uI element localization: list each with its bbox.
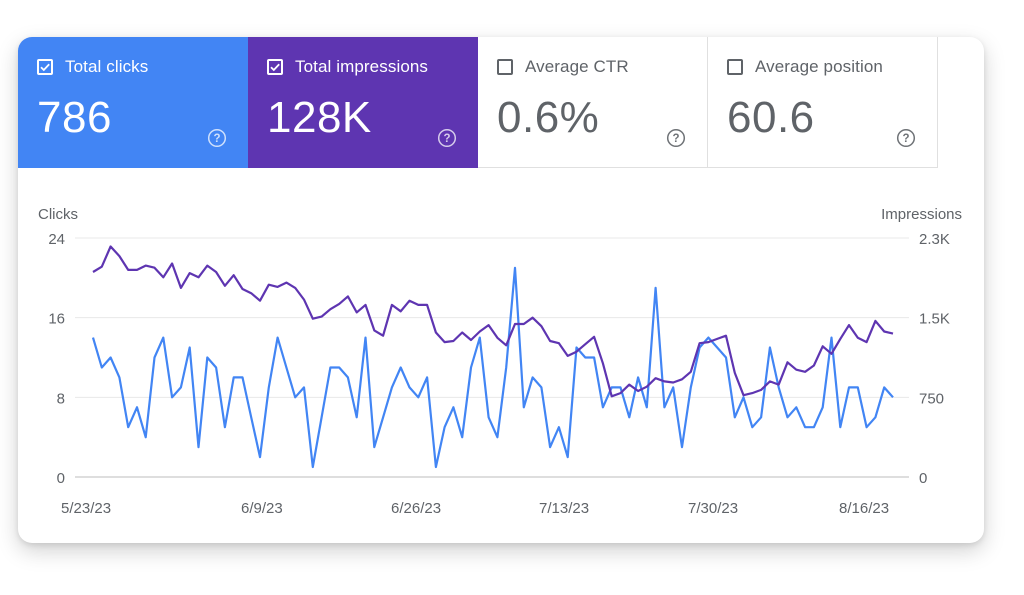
metric-value: 60.6 bbox=[727, 93, 815, 142]
metric-label: Total clicks bbox=[65, 57, 149, 76]
metric-value: 128K bbox=[267, 93, 372, 142]
checkbox-checked-icon[interactable] bbox=[267, 59, 283, 75]
checkbox-unchecked-icon[interactable] bbox=[727, 59, 743, 75]
performance-chart: Clicks Impressions 0 8 16 24 0 750 1.5K 2.3K 5… bbox=[38, 206, 962, 517]
help-circle-icon[interactable]: ? bbox=[437, 128, 457, 148]
metric-label: Total impressions bbox=[295, 57, 429, 76]
svg-text:?: ? bbox=[672, 133, 679, 145]
x-tick-label: 7/13/23 bbox=[539, 500, 589, 517]
x-tick-label: 5/23/23 bbox=[61, 500, 111, 517]
grid-lines bbox=[75, 237, 909, 478]
x-tick-label: 6/26/23 bbox=[391, 500, 441, 517]
metric-total-impressions[interactable]: Total impressions 128K ? bbox=[248, 37, 478, 168]
x-tick-label: 6/9/23 bbox=[241, 500, 283, 517]
left-tick-label: 8 bbox=[57, 390, 65, 407]
metric-tabs: Total clicks 786 ? Total impressions 128… bbox=[18, 37, 938, 168]
help-circle-icon[interactable]: ? bbox=[207, 128, 227, 148]
metric-label: Average CTR bbox=[525, 57, 629, 76]
left-tick-label: 24 bbox=[48, 231, 65, 248]
svg-text:?: ? bbox=[443, 133, 450, 145]
left-axis-label: Clicks bbox=[38, 206, 78, 223]
left-tick-label: 0 bbox=[57, 470, 65, 487]
checkbox-checked-icon[interactable] bbox=[37, 59, 53, 75]
help-circle-icon[interactable]: ? bbox=[896, 128, 916, 148]
metric-value: 786 bbox=[37, 93, 112, 142]
right-tick-label: 2.3K bbox=[919, 231, 950, 248]
right-axis-label: Impressions bbox=[881, 206, 962, 223]
right-tick-labels: 0 750 1.5K 2.3K bbox=[919, 231, 950, 487]
series-line-clicks bbox=[91, 266, 894, 469]
right-tick-label: 0 bbox=[919, 470, 927, 487]
x-tick-labels: 5/23/23 6/9/23 6/26/23 7/13/23 7/30/23 8/16/2… bbox=[61, 500, 889, 517]
metric-average-ctr[interactable]: Average CTR 0.6% ? bbox=[478, 37, 708, 168]
series-line-impressions bbox=[92, 245, 894, 398]
svg-text:?: ? bbox=[213, 133, 220, 145]
help-circle-icon[interactable]: ? bbox=[666, 128, 686, 148]
metric-label: Average position bbox=[755, 57, 883, 76]
left-tick-labels: 0 8 16 24 bbox=[48, 231, 65, 487]
x-tick-label: 8/16/23 bbox=[839, 500, 889, 517]
metric-total-clicks[interactable]: Total clicks 786 ? bbox=[18, 37, 248, 168]
left-tick-label: 16 bbox=[48, 311, 65, 328]
svg-text:?: ? bbox=[902, 133, 909, 145]
checkbox-unchecked-icon[interactable] bbox=[497, 59, 513, 75]
right-tick-label: 1.5K bbox=[919, 311, 950, 328]
series-lines bbox=[91, 245, 894, 469]
metric-value: 0.6% bbox=[497, 93, 600, 142]
right-tick-label: 750 bbox=[919, 390, 944, 407]
metric-average-position[interactable]: Average position 60.6 ? bbox=[708, 37, 938, 168]
x-tick-label: 7/30/23 bbox=[688, 500, 738, 517]
performance-card: Total clicks 786 ? Total impressions 128… bbox=[18, 37, 984, 543]
